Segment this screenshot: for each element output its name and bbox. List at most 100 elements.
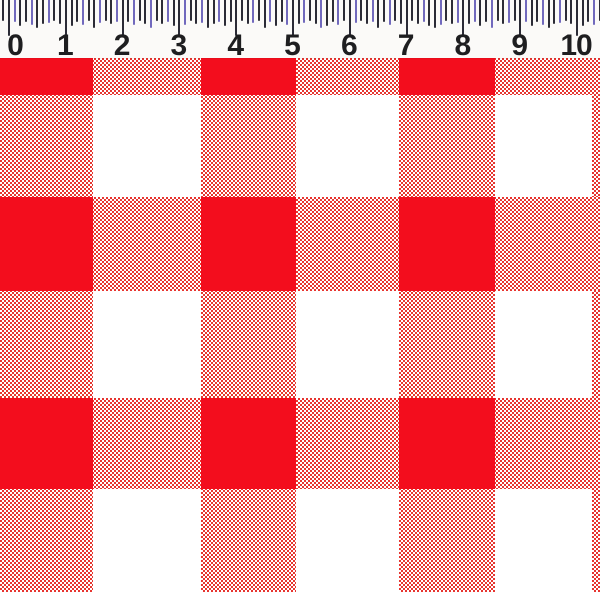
ruler-number: 7 xyxy=(397,29,415,62)
ruler-minor-tick xyxy=(115,0,118,22)
ruler-major-tick xyxy=(235,0,238,36)
halftone-column xyxy=(592,58,600,592)
ruler-minor-tick xyxy=(87,0,90,21)
ruler-minor-tick xyxy=(309,0,311,21)
ruler-minor-tick xyxy=(354,0,357,23)
ruler-minor-tick xyxy=(53,0,56,21)
ruler-minor-tick xyxy=(36,0,39,28)
ruler-minor-tick xyxy=(110,0,113,24)
ruler-minor-tick xyxy=(70,0,73,26)
ruler-minor-tick xyxy=(206,0,209,28)
ruler-number: 8 xyxy=(454,29,472,62)
ruler-minor-tick xyxy=(155,0,158,21)
ruler-minor-tick xyxy=(25,0,27,22)
ruler-minor-tick xyxy=(343,0,346,21)
ruler-number: 10 xyxy=(560,29,592,62)
ruler-minor-tick xyxy=(422,0,425,22)
ruler-number: 6 xyxy=(340,29,358,62)
ruler-major-tick xyxy=(64,0,67,36)
ruler-minor-tick xyxy=(189,0,192,21)
ruler-minor-tick xyxy=(30,0,33,25)
halftone-row xyxy=(0,58,600,95)
ruler-minor-tick xyxy=(161,0,164,24)
ruler-minor-tick xyxy=(172,0,175,26)
ruler-minor-tick xyxy=(490,0,493,28)
ruler-minor-tick xyxy=(428,0,431,26)
solid-red-square xyxy=(201,197,296,291)
ruler-minor-tick xyxy=(104,0,107,21)
solid-red-square xyxy=(399,58,495,95)
ruler-minor-tick xyxy=(530,0,533,26)
ruler-minor-tick xyxy=(337,0,340,25)
ruler-minor-tick xyxy=(524,0,527,22)
ruler-minor-tick xyxy=(411,0,414,21)
ruler-minor-tick xyxy=(445,0,448,21)
ruler-number: 9 xyxy=(511,29,528,62)
ruler-minor-tick xyxy=(2,0,5,21)
ruler-minor-tick xyxy=(473,0,476,22)
ruler-minor-tick xyxy=(93,0,96,28)
ruler-major-tick xyxy=(519,0,522,36)
ruler-minor-tick xyxy=(570,0,573,24)
ruler-minor-tick xyxy=(212,0,215,24)
ruler-minor-tick xyxy=(127,0,130,22)
ruler-number: 4 xyxy=(227,29,244,62)
ruler-minor-tick xyxy=(274,0,277,26)
halftone-row xyxy=(0,197,600,291)
ruler-major-tick xyxy=(462,0,465,36)
solid-red-square xyxy=(0,58,93,95)
ruler-minor-tick xyxy=(201,0,204,23)
ruler-minor-tick xyxy=(144,0,147,24)
solid-red-square xyxy=(0,197,93,291)
ruler-minor-tick xyxy=(223,0,226,26)
ruler-minor-tick xyxy=(394,0,397,21)
solid-red-square xyxy=(0,398,93,489)
ruler-minor-tick xyxy=(76,0,79,22)
ruler-minor-tick xyxy=(434,0,436,28)
ruler-number: 1 xyxy=(56,29,74,62)
ruler-minor-tick xyxy=(479,0,482,26)
ruler-minor-tick xyxy=(468,0,471,24)
ruler-minor-tick xyxy=(451,0,453,24)
ruler-minor-tick xyxy=(456,0,459,23)
ruler-minor-tick xyxy=(371,0,374,22)
ruler-minor-tick xyxy=(138,0,141,21)
ruler-minor-tick xyxy=(132,0,135,25)
ruler-number: 0 xyxy=(7,29,24,62)
ruler-minor-tick xyxy=(564,0,567,21)
ruler-minor-tick xyxy=(581,0,584,26)
ruler-major-tick xyxy=(178,0,181,36)
solid-red-square xyxy=(201,398,296,489)
ruler-major-tick xyxy=(8,0,10,36)
solid-red-square xyxy=(399,398,495,489)
ruler-minor-tick xyxy=(246,0,249,24)
ruler-minor-tick xyxy=(257,0,260,21)
ruler-minor-tick xyxy=(326,0,329,26)
ruler-minor-tick xyxy=(269,0,272,22)
ruler-minor-tick xyxy=(59,0,62,24)
ruler-minor-tick xyxy=(320,0,323,28)
halftone-column xyxy=(201,58,296,592)
ruler-minor-tick xyxy=(593,0,595,25)
ruler-minor-tick xyxy=(280,0,283,22)
ruler-major-tick xyxy=(121,0,124,36)
ruler-minor-tick xyxy=(229,0,232,22)
ruler-minor-tick xyxy=(297,0,300,24)
solid-red-square xyxy=(399,197,495,291)
ruler-minor-tick xyxy=(536,0,539,22)
solid-red-square xyxy=(201,58,296,95)
ruler-minor-tick xyxy=(331,0,334,22)
ruler-minor-tick xyxy=(286,0,289,25)
halftone-column xyxy=(0,58,93,592)
ruler-minor-tick xyxy=(365,0,368,24)
ruler-minor-tick xyxy=(314,0,317,24)
ruler-minor-tick xyxy=(547,0,550,28)
ruler-minor-tick xyxy=(513,0,516,21)
ruler-minor-tick xyxy=(240,0,243,21)
ruler-major-tick xyxy=(348,0,351,36)
ruler-minor-tick xyxy=(382,0,385,22)
ruler-minor-tick xyxy=(598,0,600,21)
ruler-major-tick xyxy=(576,0,578,36)
